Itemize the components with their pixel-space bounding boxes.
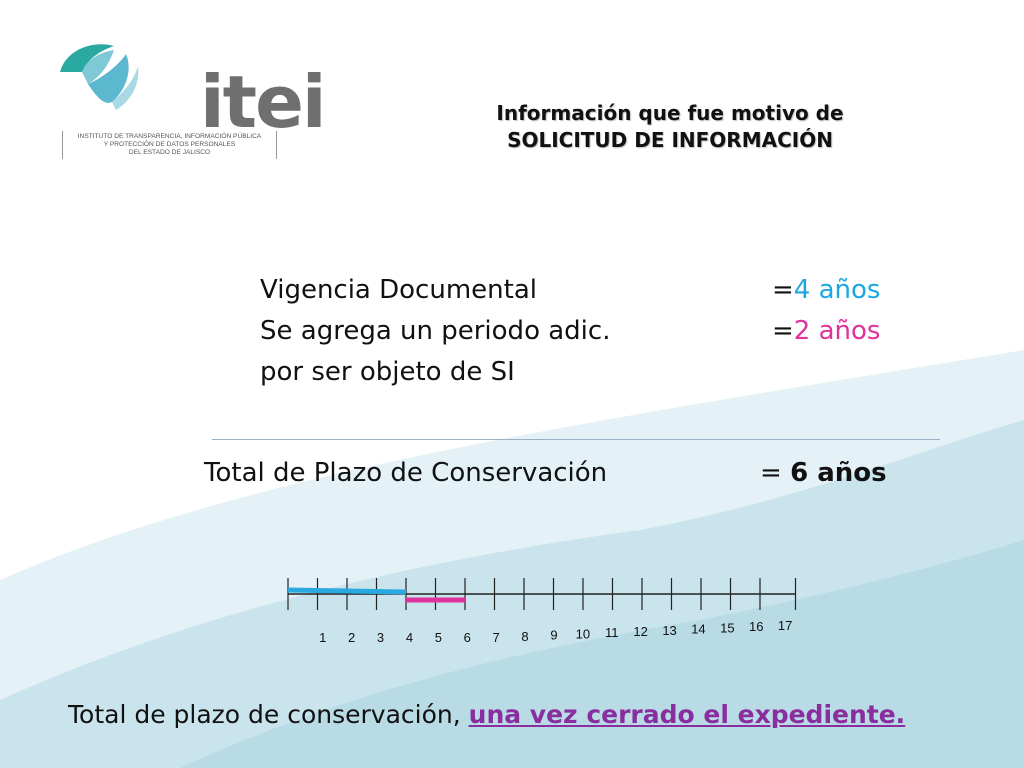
adic-equals: = (772, 316, 794, 346)
adic-value-row: =2 años (772, 316, 880, 346)
logo-mark-icon (60, 44, 139, 110)
logo-subtitle: INSTITUTO DE TRANSPARENCIA, INFORMACIÓN … (62, 131, 277, 159)
logo-subtitle-line: DEL ESTADO DE JALISCO (128, 149, 211, 156)
total-equals: = (760, 458, 791, 488)
total-value-row: = 6 años (760, 458, 887, 488)
heading-line-2: SOLICITUD DE INFORMACIÓN (507, 128, 833, 152)
timeline-tick-label: 14 (691, 622, 705, 637)
footer-note: Total de plazo de conservación, una vez … (68, 700, 988, 729)
separator-line (212, 439, 940, 440)
vigencia-value: 4 años (793, 275, 881, 305)
timeline-tick-label: 2 (348, 630, 355, 645)
timeline-tick-label: 16 (749, 619, 763, 634)
timeline-tick-label: 11 (605, 625, 619, 640)
timeline-tick-label: 8 (521, 629, 528, 644)
logo-subtitle-line: INSTITUTO DE TRANSPARENCIA, INFORMACIÓN … (77, 133, 262, 140)
slide-heading: Información que fue motivo de SOLICITUD … (440, 100, 900, 154)
timeline-tick-label: 15 (720, 620, 734, 635)
total-value: 6 años (790, 458, 887, 488)
timeline-tick-label: 12 (633, 624, 647, 639)
adic-value: 2 años (793, 316, 881, 346)
timeline-tick-label: 4 (406, 630, 413, 645)
timeline-tick-label: 17 (778, 618, 792, 633)
total-label: Total de Plazo de Conservación (204, 458, 608, 488)
itei-logo: itei INSTITUTO DE TRANSPARENCIA, INFORMA… (52, 36, 327, 166)
year-timeline: 1 2 3 4 5 6 7 8 9 10 11 12 13 14 15 16 17 (287, 578, 797, 645)
adic-label-2: por ser objeto de SI (260, 357, 515, 387)
timeline-blue-segment (287, 587, 407, 595)
vigencia-equals: = (772, 275, 794, 305)
timeline-tick-label: 7 (493, 630, 500, 645)
heading-line-1: Información que fue motivo de (496, 101, 844, 125)
vigencia-label: Vigencia Documental (260, 275, 537, 305)
timeline-tick-label: 10 (576, 626, 590, 641)
logo-wordmark: itei (200, 60, 327, 144)
vigencia-value-row: =4 años (772, 275, 880, 305)
logo-subtitle-line: Y PROTECCIÓN DE DATOS PERSONALES (103, 141, 236, 148)
footer-text: Total de plazo de conservación, (68, 700, 469, 729)
timeline-tick-label: 6 (464, 630, 471, 645)
timeline-tick-label: 5 (435, 630, 442, 645)
timeline-tick-label: 13 (662, 623, 676, 638)
timeline-tick-label: 1 (319, 630, 326, 645)
timeline-tick-label: 9 (550, 628, 557, 643)
adic-label: Se agrega un periodo adic. (260, 316, 611, 346)
timeline-tick-label: 3 (377, 630, 384, 645)
footer-highlight: una vez cerrado el expediente. (468, 700, 906, 729)
